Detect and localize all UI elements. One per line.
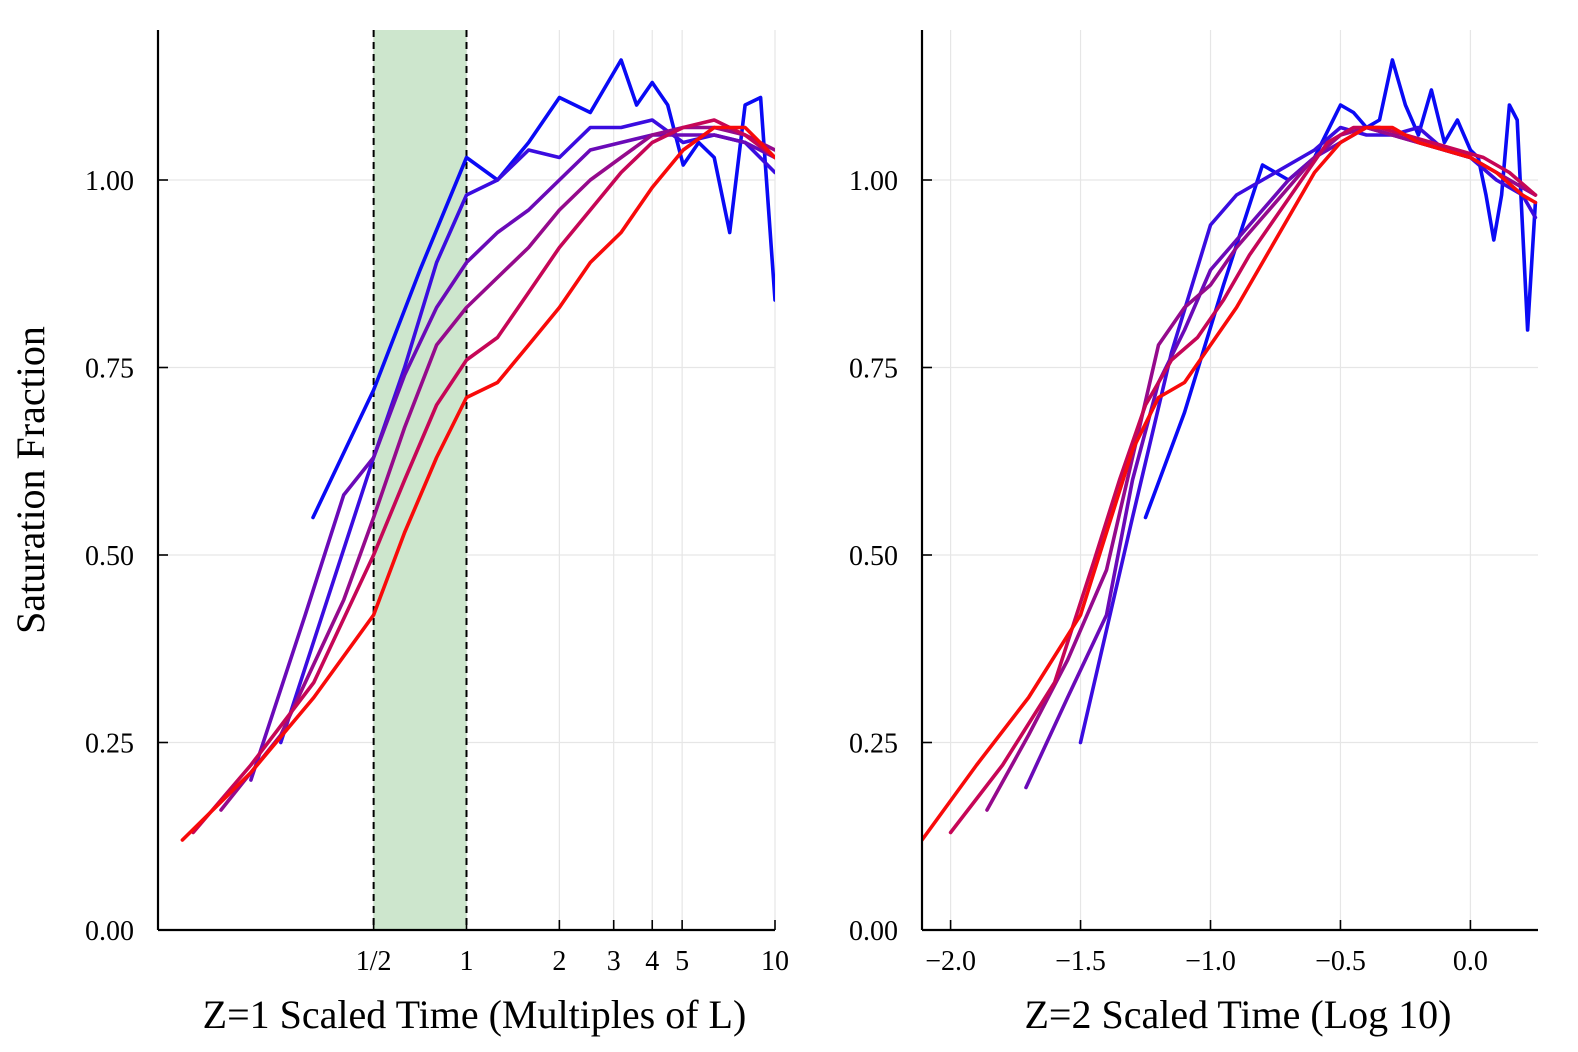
y-tick-label: 0.00 bbox=[849, 916, 898, 947]
line-series-6 bbox=[180, 125, 775, 842]
y-tick-label: 0.75 bbox=[849, 354, 898, 385]
left-panel: 1/2 1 2 3 4 5 10 0.00 0.25 0.50 0.75 1.00 Z=1 Scaled… bbox=[8, 30, 789, 1037]
line-series-3 bbox=[249, 133, 775, 782]
x-tick-label: 4 bbox=[645, 946, 659, 977]
y-tick-label: 1.00 bbox=[85, 166, 134, 197]
x-tick-label: 5 bbox=[675, 946, 689, 977]
line-series-6 bbox=[922, 125, 1538, 842]
x-tick-label: −1.5 bbox=[1055, 946, 1106, 977]
line-series-3 bbox=[1024, 125, 1538, 790]
x-tick-label: −1.0 bbox=[1185, 946, 1236, 977]
x-axis-title: Z=1 Scaled Time (Multiples of L) bbox=[203, 992, 747, 1037]
x-axis-title: Z=2 Scaled Time (Log 10) bbox=[1025, 992, 1452, 1037]
highlight-region bbox=[373, 30, 467, 930]
y-tick-label: 0.00 bbox=[85, 916, 134, 947]
right-panel: −2.0 −1.5 −1.0 −0.5 0.0 0.00 0.25 0.50 0.75 1.00 Z… bbox=[849, 30, 1538, 1037]
y-tick-label: 0.25 bbox=[849, 729, 898, 760]
y-tick-label: 0.50 bbox=[85, 541, 134, 572]
y-tick-label: 0.75 bbox=[85, 354, 134, 385]
y-axis-title: Saturation Fraction bbox=[8, 326, 53, 634]
y-tick-label: 0.25 bbox=[85, 729, 134, 760]
x-tick-label: 1/2 bbox=[356, 946, 392, 977]
x-tick-label: −2.0 bbox=[925, 946, 976, 977]
line-series-1 bbox=[311, 58, 775, 520]
x-tick-label: −0.5 bbox=[1315, 946, 1366, 977]
x-tick-label: 0.0 bbox=[1453, 946, 1488, 977]
line-series-5 bbox=[191, 118, 775, 835]
line-series-5 bbox=[948, 125, 1538, 835]
line-series-4 bbox=[985, 125, 1538, 812]
line-series-4 bbox=[219, 125, 775, 812]
line-series-2 bbox=[1078, 125, 1538, 745]
x-tick-label: 3 bbox=[607, 946, 621, 977]
y-tick-label: 1.00 bbox=[849, 166, 898, 197]
line-series-2 bbox=[278, 118, 775, 745]
x-tick-label: 10 bbox=[761, 946, 789, 977]
y-tick-label: 0.50 bbox=[849, 541, 898, 572]
x-tick-label: 1 bbox=[460, 946, 474, 977]
x-tick-label: 2 bbox=[552, 946, 566, 977]
